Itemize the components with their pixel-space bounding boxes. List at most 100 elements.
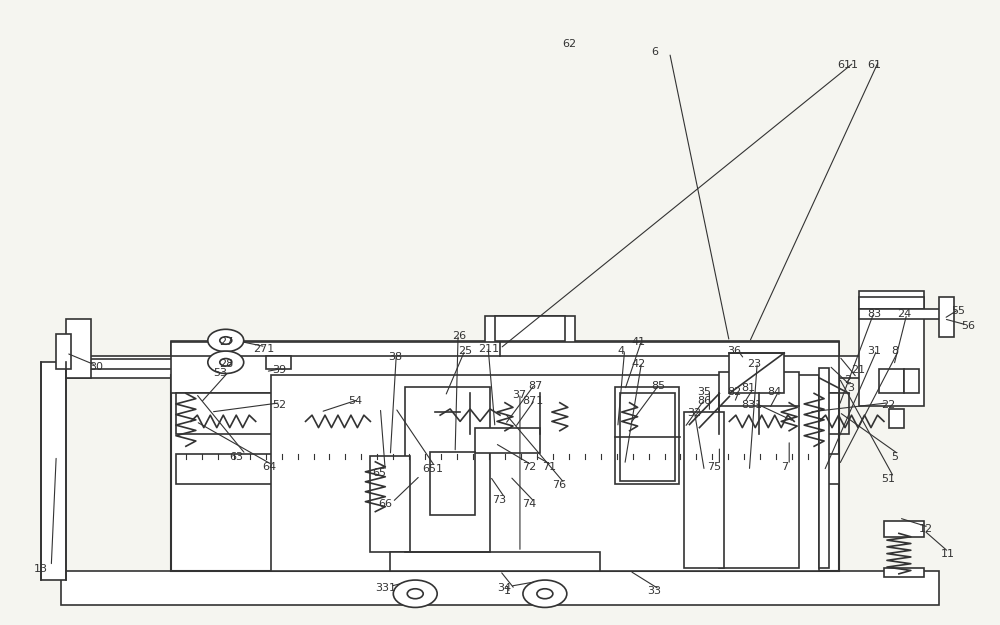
Bar [370,456,410,552]
Text: 72: 72 [522,462,536,472]
Text: 38: 38 [388,352,402,362]
Text: 51: 51 [881,474,895,484]
Bar [266,356,291,369]
Text: 52: 52 [273,399,287,409]
Text: 8: 8 [891,346,898,356]
Text: 651: 651 [422,464,443,474]
Text: 7: 7 [781,462,788,472]
Text: 66: 66 [378,499,392,509]
Text: 2: 2 [844,375,851,385]
Bar [176,454,839,484]
Circle shape [523,580,567,608]
Circle shape [220,359,232,366]
Text: 56: 56 [961,321,975,331]
Text: 28: 28 [219,359,233,369]
Bar [859,309,944,319]
Text: 42: 42 [632,359,646,369]
Text: 12: 12 [919,524,933,534]
Bar [176,409,191,428]
Bar [66,359,236,369]
Circle shape [407,589,423,599]
Bar [176,393,839,434]
Bar [41,362,66,580]
Text: 6: 6 [652,48,659,58]
Text: 1: 1 [504,586,511,596]
Text: 41: 41 [632,338,646,348]
Bar [650,421,799,456]
Circle shape [220,337,232,344]
Bar [620,393,675,481]
Bar [495,316,565,341]
Bar [241,408,630,421]
Text: 35: 35 [697,387,711,397]
Bar [430,452,475,515]
Bar [171,341,839,393]
Text: 23: 23 [747,359,761,369]
Circle shape [208,351,244,374]
Text: 611: 611 [837,60,858,70]
Bar [485,421,570,456]
Text: 27: 27 [219,338,233,348]
Text: 36: 36 [727,346,741,356]
Text: 53: 53 [213,369,227,379]
Text: 61: 61 [867,60,881,70]
Bar [719,409,734,428]
Text: 39: 39 [273,365,287,375]
Bar [485,316,575,353]
Text: 87: 87 [528,381,542,391]
Circle shape [393,580,437,608]
Text: 63: 63 [229,452,243,462]
Text: 32: 32 [687,408,702,418]
Bar [719,402,759,418]
Text: 831: 831 [741,399,762,409]
Bar [66,356,894,378]
Bar [939,297,954,338]
Bar [61,571,939,605]
Text: 31: 31 [867,346,881,356]
Text: 84: 84 [767,387,782,397]
Bar [56,334,71,369]
Text: 62: 62 [562,39,576,49]
Text: 34: 34 [497,582,511,592]
Text: 74: 74 [522,499,536,509]
Text: 65: 65 [372,468,386,478]
Text: 271: 271 [253,344,274,354]
Text: 25: 25 [458,346,472,356]
Bar [445,413,605,424]
Bar [859,297,924,309]
Bar [475,428,540,452]
Bar [375,409,390,428]
Bar [296,409,311,428]
Bar [859,291,924,406]
Text: 24: 24 [897,309,911,319]
Text: 21: 21 [851,365,865,375]
Text: 76: 76 [552,481,566,491]
Text: 22: 22 [881,399,895,409]
Bar [809,409,824,428]
Circle shape [537,589,553,599]
Text: 86: 86 [697,396,712,406]
Text: 3: 3 [847,383,854,393]
Text: 83: 83 [867,309,881,319]
Text: 82: 82 [727,387,742,397]
Bar [271,375,819,571]
Text: 5: 5 [891,452,898,462]
Bar [884,568,924,577]
Text: 73: 73 [492,496,506,506]
Bar [799,409,814,428]
Bar [66,319,91,378]
Bar [839,393,849,434]
Text: 54: 54 [348,396,363,406]
Bar [405,387,490,568]
Text: 55: 55 [951,306,965,316]
Text: 331: 331 [375,582,396,592]
Bar [241,408,395,421]
Text: 37: 37 [512,389,526,399]
Bar [495,428,540,449]
Bar [879,369,904,393]
Text: 871: 871 [522,396,543,406]
Bar [889,409,904,428]
Text: 71: 71 [542,462,556,472]
Text: 211: 211 [478,344,499,354]
Bar [729,353,784,393]
